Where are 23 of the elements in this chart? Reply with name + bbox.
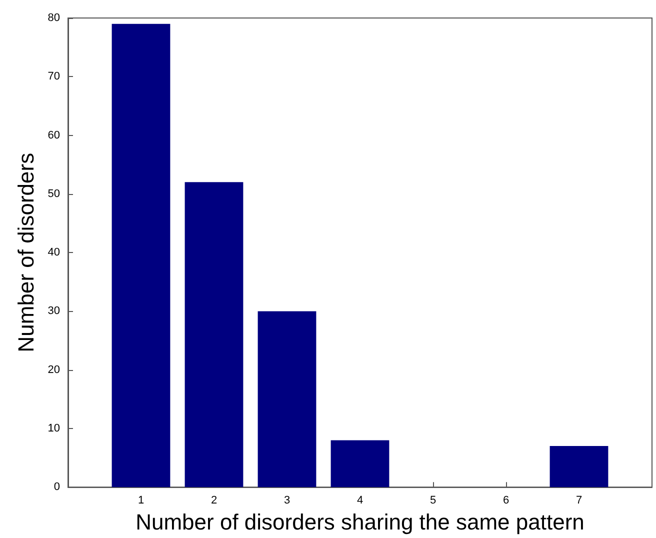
y-tick-label: 0 <box>54 481 60 494</box>
bar <box>330 440 390 488</box>
y-tick-label: 40 <box>48 246 60 259</box>
x-axis-title: Number of disorders sharing the same pattern <box>136 510 584 534</box>
bar <box>550 446 608 488</box>
x-tick-label: 4 <box>356 494 364 507</box>
y-tick-label: 10 <box>48 422 60 434</box>
x-tick-label: 6 <box>502 494 510 507</box>
bar <box>258 311 316 488</box>
bar <box>112 24 170 488</box>
bar <box>184 182 244 488</box>
y-tick-label: 70 <box>48 70 60 83</box>
y-tick-label: 30 <box>48 305 60 318</box>
x-tick-label: 5 <box>430 494 436 507</box>
x-tick-label: 7 <box>576 494 582 507</box>
x-tick-label: 1 <box>138 494 144 507</box>
y-tick-label: 50 <box>48 188 60 200</box>
y-tick-label: 20 <box>48 364 60 376</box>
x-tick-label: 2 <box>210 494 218 507</box>
x-tick-label: 3 <box>284 494 290 507</box>
y-tick-label: 60 <box>48 129 60 142</box>
y-tick-label: 80 <box>48 12 60 24</box>
y-axis-title: Number of disorders <box>13 152 38 352</box>
